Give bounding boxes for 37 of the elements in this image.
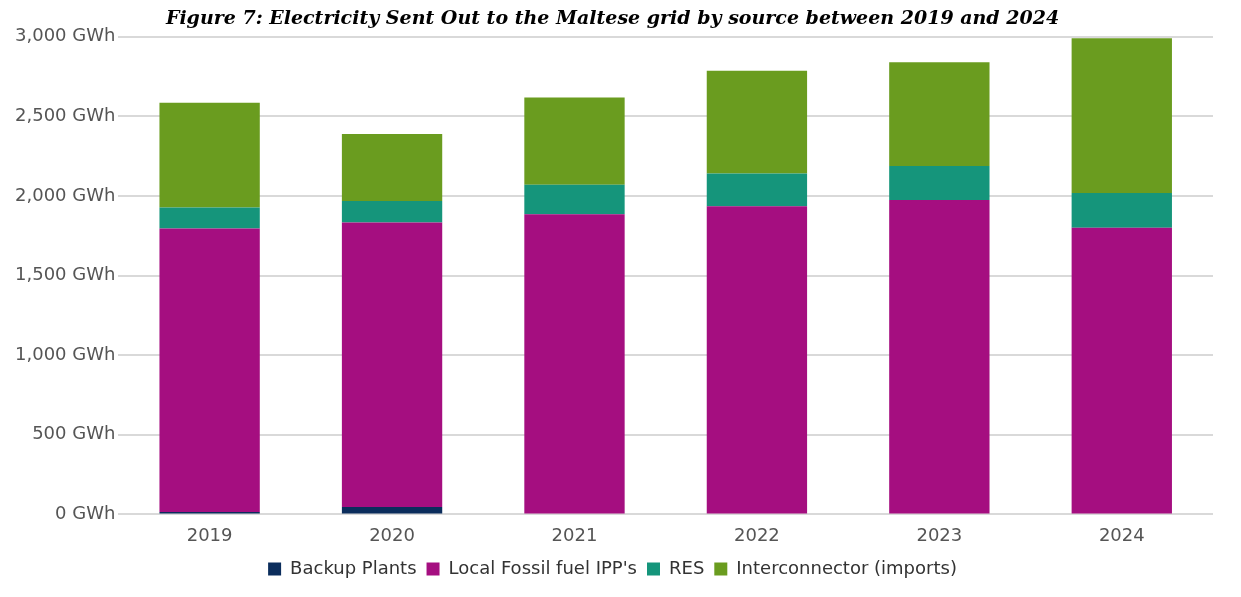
y-tick-label: 0 GWh	[55, 502, 116, 524]
bar	[341, 222, 443, 508]
bar	[341, 134, 443, 201]
y-tick-label: 1,000 GWh	[15, 342, 116, 364]
x-tick-label: 2024	[1098, 523, 1145, 545]
bar	[706, 70, 808, 174]
bar	[341, 200, 443, 223]
chart-title: Figure 7: Electricity Sent Out to the Maltese grid by source between 2019 and 2024	[164, 6, 1060, 29]
y-tick-label: 2,000 GWh	[15, 183, 116, 205]
y-tick-label: 500 GWh	[32, 422, 116, 444]
bar	[706, 206, 808, 514]
bar	[889, 199, 990, 514]
bar	[889, 166, 990, 200]
x-tick-label: 2021	[551, 523, 598, 545]
bar	[341, 507, 443, 514]
x-tick-label: 2019	[186, 523, 233, 545]
bar	[159, 228, 260, 513]
bar	[159, 102, 260, 208]
bar	[1071, 227, 1172, 514]
x-tick-label: 2022	[734, 523, 780, 545]
bar	[524, 214, 625, 514]
bar	[159, 207, 260, 229]
y-tick-label: 2,500 GWh	[15, 104, 116, 126]
legend-label: RES	[669, 556, 705, 578]
bar	[524, 184, 625, 215]
y-tick-label: 1,500 GWh	[15, 263, 116, 285]
x-tick-label: 2023	[916, 523, 963, 545]
bar	[889, 62, 990, 167]
legend-label: Backup Plants	[290, 556, 417, 578]
bar	[524, 97, 625, 185]
bar	[706, 173, 808, 207]
x-tick-label: 2020	[369, 523, 415, 545]
bar	[1071, 38, 1172, 193]
y-tick-label: 3,000 GWh	[15, 24, 116, 46]
legend-label: Interconnector (imports)	[736, 556, 957, 578]
legend-label: Local Fossil fuel IPP's	[448, 556, 637, 578]
bar	[1071, 192, 1172, 228]
